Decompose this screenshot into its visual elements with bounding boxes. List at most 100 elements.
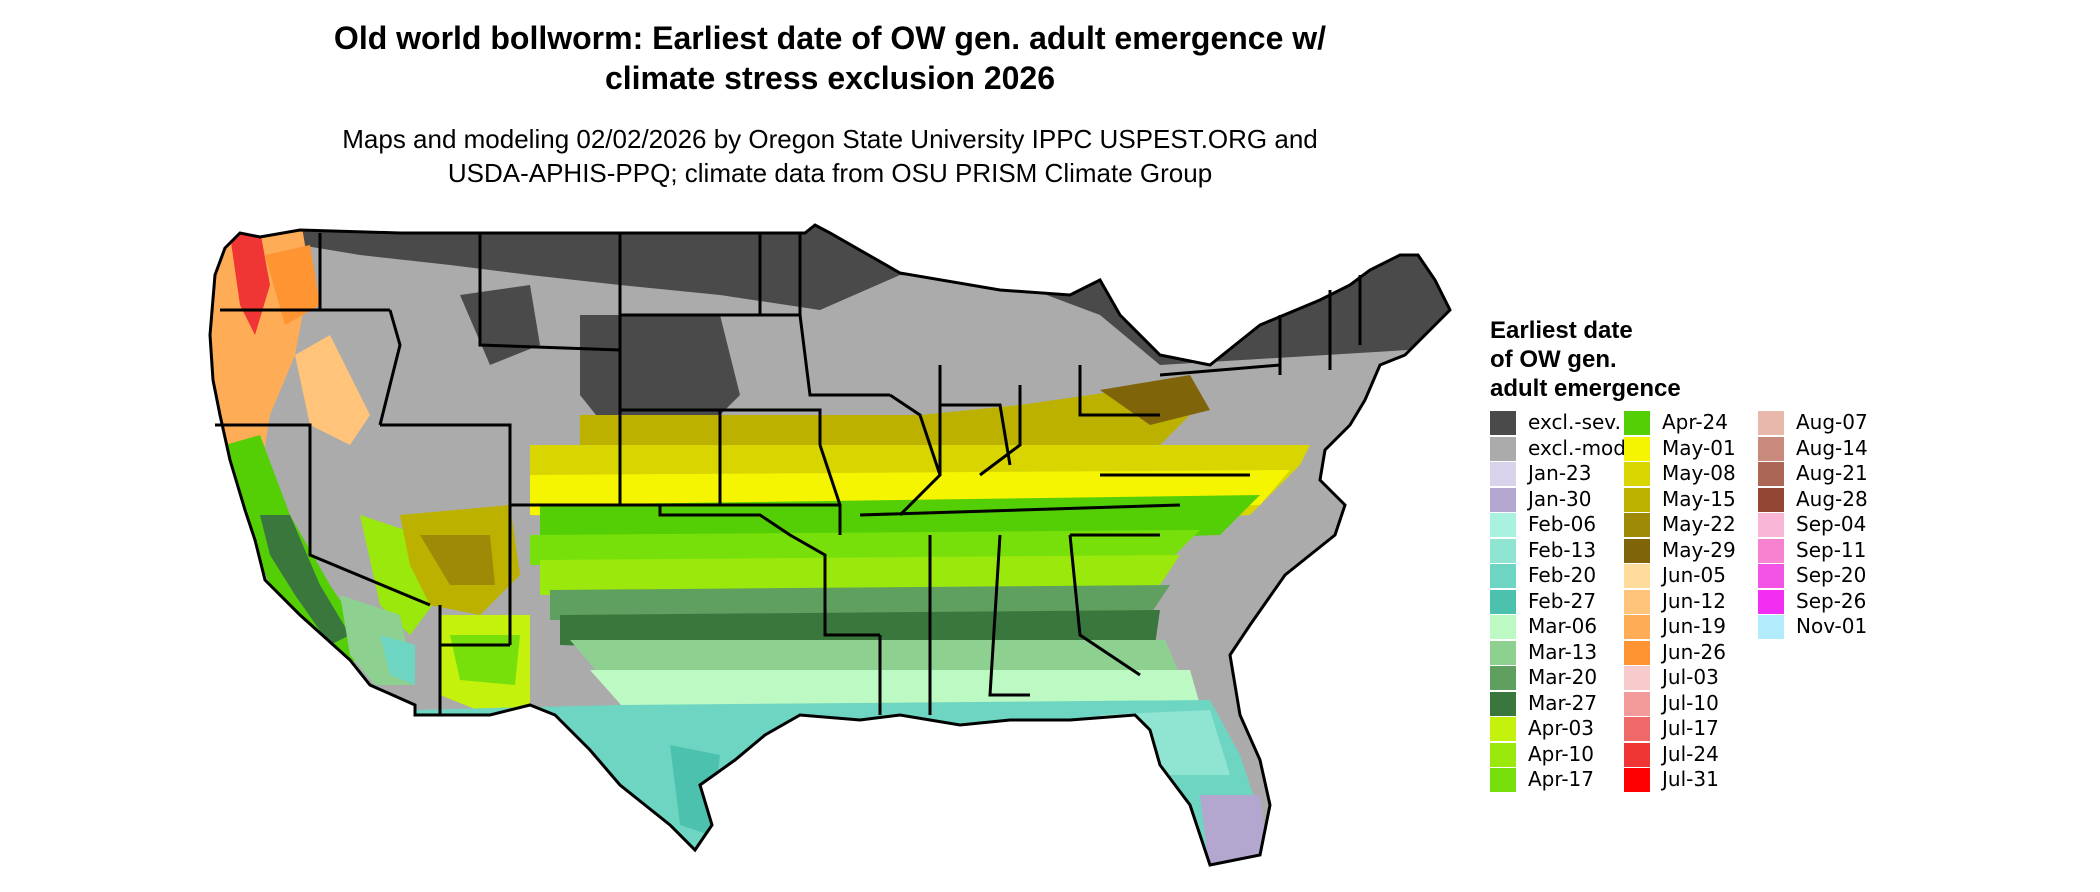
legend-item: Apr-17: [1490, 767, 1690, 793]
legend-swatch: [1490, 564, 1516, 588]
legend-label: Nov-01: [1796, 614, 1868, 638]
legend-label: Jul-31: [1662, 767, 1719, 791]
legend-column: excl.-sev. excl.-mod. Jan-23 Jan-30 Feb-06 Fe…: [1490, 410, 1690, 793]
legend-swatch: [1624, 691, 1650, 716]
legend-swatch: [1758, 411, 1784, 435]
legend-item: Feb-06: [1490, 512, 1690, 538]
legend-label: Apr-24: [1662, 410, 1728, 434]
legend-label: Apr-03: [1528, 716, 1594, 740]
legend-label: Aug-21: [1796, 461, 1868, 485]
legend-item: Sep-20: [1758, 563, 1958, 589]
legend-item: May-08: [1624, 461, 1824, 487]
legend-label: Sep-04: [1796, 512, 1867, 536]
legend-label: Mar-20: [1528, 665, 1598, 689]
legend-swatch: [1490, 436, 1516, 461]
legend-column: Apr-24 May-01 May-08 May-15 May-22 May-29 Jun-…: [1624, 410, 1824, 793]
legend-title-line: of OW gen.: [1490, 346, 1617, 373]
legend-item: Sep-26: [1758, 589, 1958, 615]
legend-swatch: [1490, 615, 1516, 639]
map-title-line-1: Old world bollworm: Earliest date of OW …: [333, 20, 1327, 56]
legend-swatch: [1624, 538, 1650, 563]
legend-label: Aug-07: [1796, 410, 1868, 434]
state-boundaries: [208, 223, 1452, 867]
legend-swatch: [1490, 487, 1516, 512]
legend-swatch: [1624, 411, 1650, 435]
legend-item: excl.-sev.: [1490, 410, 1690, 436]
legend-item: Nov-01: [1758, 614, 1958, 640]
legend-label: Aug-14: [1796, 435, 1868, 460]
legend-item: excl.-mod.: [1490, 436, 1690, 462]
legend-item: May-01: [1624, 436, 1824, 462]
legend-swatch: [1758, 589, 1784, 614]
map-subtitle-line-2: USDA-APHIS-PPQ; climate data from OSU PR…: [447, 158, 1213, 188]
legend-swatch: [1490, 768, 1516, 792]
legend-item: Jul-03: [1624, 665, 1824, 691]
legend-swatch: [1624, 589, 1650, 614]
legend-item: Jun-26: [1624, 640, 1824, 666]
legend-label: Jun-19: [1662, 614, 1726, 638]
legend-item: Jul-10: [1624, 691, 1824, 717]
legend-label: Jun-12: [1662, 588, 1726, 613]
legend-item: Jul-31: [1624, 767, 1824, 793]
legend-item: Aug-21: [1758, 461, 1958, 487]
legend-swatch: [1624, 513, 1650, 537]
legend-label: Sep-11: [1796, 537, 1867, 562]
legend-swatch: [1758, 513, 1784, 537]
legend-swatch: [1490, 513, 1516, 537]
legend-swatch: [1758, 487, 1784, 512]
legend-label: Feb-13: [1528, 537, 1597, 562]
legend-swatch: [1624, 436, 1650, 461]
legend-swatch: [1624, 487, 1650, 512]
legend-title: Earliest date of OW gen. adult emergence: [1490, 316, 1790, 403]
legend-swatch: [1758, 462, 1784, 486]
legend-item: Jul-24: [1624, 742, 1824, 768]
legend-item: Mar-13: [1490, 640, 1690, 666]
legend-swatch: [1624, 768, 1650, 792]
legend-swatch: [1758, 538, 1784, 563]
legend-item: May-15: [1624, 487, 1824, 513]
legend-label: Apr-10: [1528, 741, 1594, 766]
legend-label: Jul-17: [1662, 716, 1719, 740]
legend-item: Sep-04: [1758, 512, 1958, 538]
legend-label: Jun-26: [1662, 639, 1726, 664]
legend-label: Mar-27: [1528, 690, 1598, 715]
legend-swatch: [1624, 640, 1650, 665]
legend-item: Feb-13: [1490, 538, 1690, 564]
legend-item: Aug-14: [1758, 436, 1958, 462]
legend-swatch: [1624, 462, 1650, 486]
legend-label: Mar-13: [1528, 639, 1598, 664]
legend-label: excl.-sev.: [1528, 410, 1621, 434]
legend-item: Jun-19: [1624, 614, 1824, 640]
legend-title-line: Earliest date: [1490, 317, 1633, 344]
legend-swatch: [1490, 742, 1516, 767]
legend-swatch: [1624, 666, 1650, 690]
legend-label: Jun-05: [1662, 563, 1726, 587]
legend-label: May-29: [1662, 537, 1736, 562]
legend-item: Jun-12: [1624, 589, 1824, 615]
legend-swatch: [1490, 666, 1516, 690]
legend-swatch: [1758, 615, 1784, 639]
legend-item: Feb-27: [1490, 589, 1690, 615]
legend-label: Mar-06: [1528, 614, 1598, 638]
legend-swatch: [1490, 717, 1516, 741]
legend-label: Sep-20: [1796, 563, 1867, 587]
legend-label: Jul-10: [1662, 690, 1719, 715]
legend-swatch: [1490, 411, 1516, 435]
legend-item: May-22: [1624, 512, 1824, 538]
legend-label: Jan-30: [1528, 486, 1592, 511]
legend-label: Jul-24: [1662, 741, 1719, 766]
legend-label: Aug-28: [1796, 486, 1868, 511]
legend-label: Feb-06: [1528, 512, 1597, 536]
legend-swatch: [1490, 538, 1516, 563]
legend-item: Apr-10: [1490, 742, 1690, 768]
legend-label: Feb-27: [1528, 588, 1597, 613]
legend-item: Aug-28: [1758, 487, 1958, 513]
legend-item: Jan-23: [1490, 461, 1690, 487]
legend-swatch: [1758, 436, 1784, 461]
legend-swatch: [1624, 742, 1650, 767]
legend-swatch: [1624, 615, 1650, 639]
legend-item: Sep-11: [1758, 538, 1958, 564]
legend-label: May-01: [1662, 435, 1736, 460]
map-subtitle: Maps and modeling 02/02/2026 by Oregon S…: [230, 122, 1430, 190]
legend-label: May-08: [1662, 461, 1736, 485]
